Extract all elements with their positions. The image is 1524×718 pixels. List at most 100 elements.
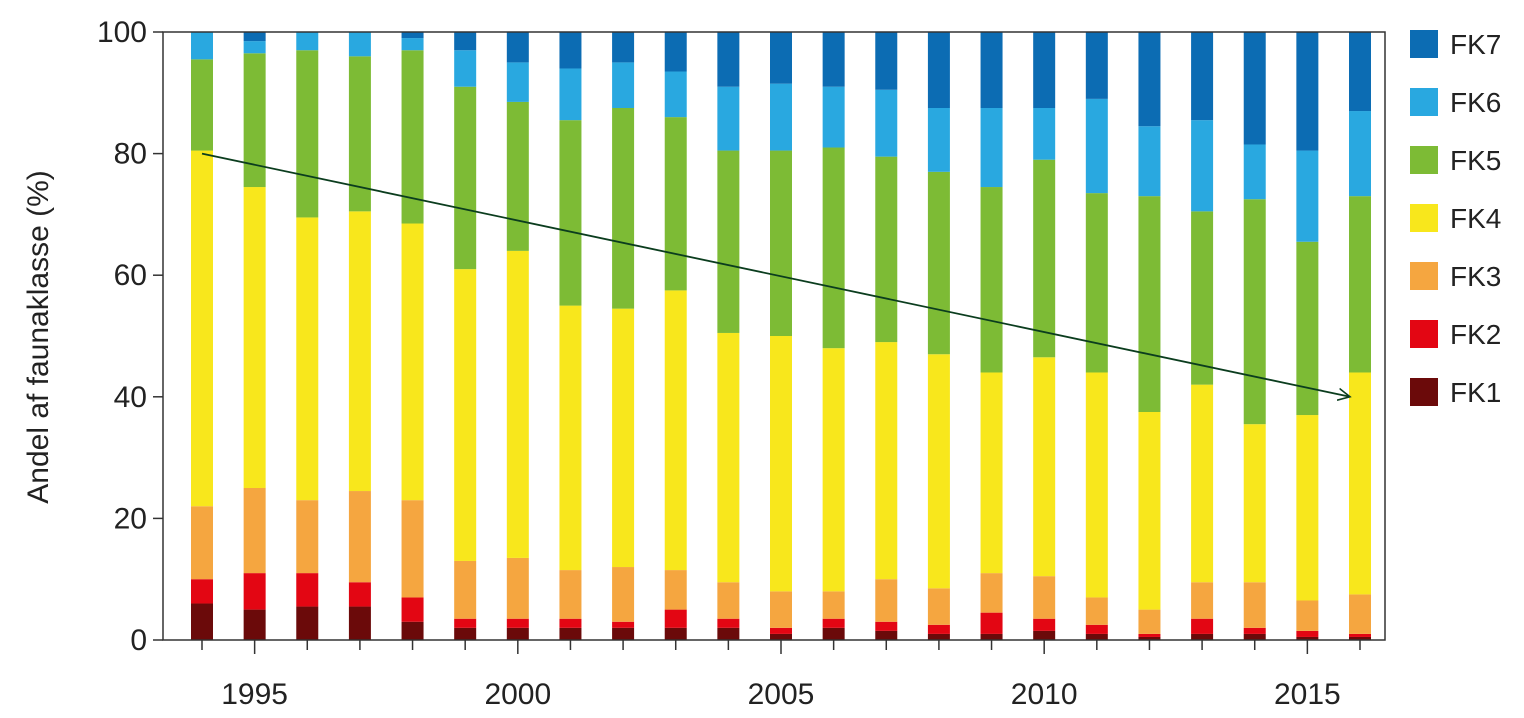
bar-fk2-1994 bbox=[191, 579, 213, 604]
bar-fk4-2005 bbox=[770, 336, 792, 592]
bar-fk6-2013 bbox=[1191, 120, 1214, 212]
bar-fk2-2016 bbox=[1349, 633, 1371, 637]
bar-fk7-2016 bbox=[1349, 32, 1371, 112]
bar-fk6-2014 bbox=[1243, 144, 1266, 200]
bar-fk3-2001 bbox=[559, 570, 582, 619]
bar-fk7-2006 bbox=[822, 32, 845, 87]
bar-fk6-2002 bbox=[612, 62, 635, 108]
legend-label-fk7: FK7 bbox=[1450, 29, 1501, 60]
bar-stack-2004 bbox=[717, 32, 740, 640]
bar-fk2-2003 bbox=[664, 609, 687, 628]
bar-fk1-2011 bbox=[1085, 633, 1108, 640]
bar-fk1-1999 bbox=[454, 627, 477, 640]
y-tick-label-0: 0 bbox=[130, 624, 147, 657]
bar-fk4-2015 bbox=[1296, 415, 1319, 601]
bar-fk3-1998 bbox=[401, 500, 424, 598]
x-axis: 1995 2000 2005 2010 2015 bbox=[201, 640, 1361, 711]
bar-fk6-2010 bbox=[1033, 108, 1056, 160]
bar-fk7-1998 bbox=[401, 32, 424, 39]
bar-fk1-2000 bbox=[506, 627, 529, 640]
bar-stack-1994 bbox=[191, 32, 213, 640]
legend: FK7 FK6 FK5 FK4 FK3 FK2 FK1 bbox=[1410, 29, 1501, 408]
bar-fk6-2012 bbox=[1138, 126, 1161, 197]
bar-fk6-1995 bbox=[243, 41, 266, 54]
bar-fk5-1999 bbox=[454, 86, 477, 270]
bar-fk3-2007 bbox=[875, 579, 898, 622]
bar-fk4-1996 bbox=[296, 217, 319, 501]
bar-stack-2014 bbox=[1243, 32, 1266, 640]
bar-fk4-2010 bbox=[1033, 357, 1056, 577]
bar-fk1-2008 bbox=[927, 633, 950, 640]
bar-fk4-2001 bbox=[559, 305, 582, 571]
bar-fk2-2001 bbox=[559, 618, 582, 628]
bar-fk3-2005 bbox=[770, 591, 792, 628]
bar-fk7-2011 bbox=[1085, 32, 1108, 99]
bar-fk3-2008 bbox=[927, 588, 950, 625]
bar-fk7-2000 bbox=[506, 32, 529, 63]
bar-fk4-2014 bbox=[1243, 424, 1266, 583]
legend-item-fk4: FK4 bbox=[1410, 203, 1501, 234]
x-tick-label-2005: 2005 bbox=[748, 678, 815, 711]
bar-fk1-2001 bbox=[559, 627, 582, 640]
bar-fk5-2002 bbox=[612, 108, 635, 309]
bar-fk7-2001 bbox=[559, 32, 582, 69]
bar-fk6-2003 bbox=[664, 71, 687, 118]
bar-fk5-2007 bbox=[875, 156, 898, 343]
bar-fk7-2009 bbox=[980, 32, 1003, 108]
bar-fk5-2011 bbox=[1085, 193, 1108, 373]
bar-fk7-2003 bbox=[664, 32, 687, 72]
legend-swatch-fk4 bbox=[1410, 204, 1438, 232]
legend-swatch-fk6 bbox=[1410, 88, 1438, 116]
bar-stack-2011 bbox=[1085, 32, 1108, 640]
bar-fk6-1997 bbox=[348, 32, 371, 57]
bar-fk2-2012 bbox=[1138, 633, 1161, 637]
bar-fk7-2007 bbox=[875, 32, 898, 90]
bar-fk1-1994 bbox=[191, 603, 213, 640]
bar-fk2-1995 bbox=[243, 573, 266, 610]
legend-swatch-fk2 bbox=[1410, 320, 1438, 348]
bar-fk4-2009 bbox=[980, 372, 1003, 574]
bar-fk1-2009 bbox=[980, 633, 1003, 640]
bar-fk6-2001 bbox=[559, 68, 582, 121]
legend-swatch-fk5 bbox=[1410, 146, 1438, 174]
bar-fk1-2016 bbox=[1349, 636, 1371, 640]
bar-fk5-2013 bbox=[1191, 211, 1214, 385]
bar-fk2-2006 bbox=[822, 618, 845, 628]
legend-swatch-fk3 bbox=[1410, 262, 1438, 290]
bar-fk1-2007 bbox=[875, 630, 898, 640]
bar-stacks bbox=[191, 32, 1371, 640]
bar-fk2-1998 bbox=[401, 597, 424, 622]
bar-fk6-2015 bbox=[1296, 150, 1319, 242]
bar-fk5-2010 bbox=[1033, 159, 1056, 358]
bar-stack-2016 bbox=[1349, 32, 1371, 640]
x-tick-label-2000: 2000 bbox=[484, 678, 551, 711]
bar-fk7-2013 bbox=[1191, 32, 1214, 121]
bar-fk1-1998 bbox=[401, 621, 424, 640]
bar-fk7-2015 bbox=[1296, 32, 1319, 151]
y-tick-label-80: 80 bbox=[114, 138, 147, 171]
y-axis: 0 20 40 60 80 100 bbox=[97, 16, 163, 657]
legend-label-fk2: FK2 bbox=[1450, 319, 1501, 350]
bar-fk1-2006 bbox=[822, 627, 845, 640]
bar-fk2-2000 bbox=[506, 618, 529, 628]
y-tick-label-40: 40 bbox=[114, 381, 147, 414]
bar-fk4-2013 bbox=[1191, 384, 1214, 583]
plot-area-frame bbox=[162, 31, 1386, 641]
bar-fk7-2010 bbox=[1033, 32, 1056, 108]
bar-fk1-2010 bbox=[1033, 630, 1056, 640]
bar-fk5-2016 bbox=[1349, 196, 1371, 373]
bar-fk7-2012 bbox=[1138, 32, 1161, 127]
bar-fk4-1998 bbox=[401, 223, 424, 501]
legend-swatch-fk1 bbox=[1410, 378, 1438, 406]
bar-fk3-2014 bbox=[1243, 582, 1266, 628]
bar-fk6-2005 bbox=[770, 83, 792, 151]
bar-fk4-1999 bbox=[454, 269, 477, 561]
bar-fk5-1996 bbox=[296, 50, 319, 218]
bar-fk7-2002 bbox=[612, 32, 635, 63]
bar-fk1-2004 bbox=[717, 627, 740, 640]
bar-fk3-2012 bbox=[1138, 609, 1161, 634]
bar-fk5-2012 bbox=[1138, 196, 1161, 412]
bar-fk7-2005 bbox=[770, 32, 792, 84]
bar-fk5-2014 bbox=[1243, 199, 1266, 425]
